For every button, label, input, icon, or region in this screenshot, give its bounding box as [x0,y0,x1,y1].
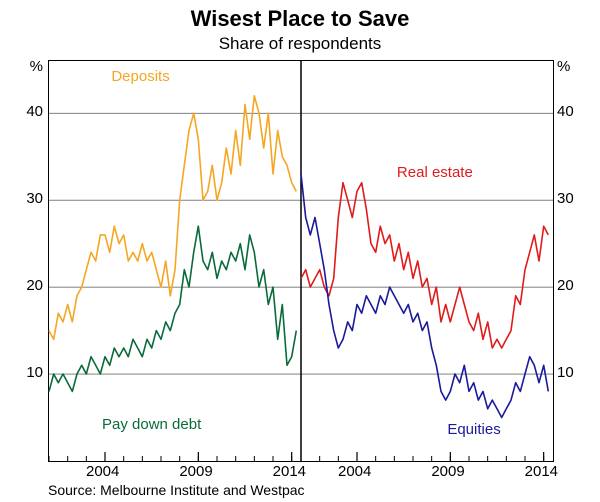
series-label-equities: Equities [447,421,500,438]
source-text: Source: Melbourne Institute and Westpac [48,482,305,498]
y-tick-label-left: 30 [26,190,43,207]
y-tick-label-left: 20 [26,277,43,294]
chart-title: Wisest Place to Save [0,6,600,32]
series-label-paydown: Pay down debt [102,416,201,433]
chart-subtitle: Share of respondents [0,34,600,54]
y-tick-label-right: 20 [557,277,574,294]
y-tick-label-right: 10 [557,364,574,381]
series-label-deposits: Deposits [111,68,169,85]
y-tick-label-left: 10 [26,364,43,381]
y-tick-label-right: 30 [557,190,574,207]
x-tick-label: 2014 [525,463,558,480]
chart-container: Wisest Place to Save Share of respondent… [0,0,600,502]
x-tick-label: 2014 [273,463,306,480]
series-label-realestate: Real estate [397,164,473,181]
x-tick-label: 2009 [179,463,212,480]
x-tick-label: 2009 [431,463,464,480]
x-tick-label: 2004 [86,463,119,480]
plot-area [48,60,554,462]
x-tick-label: 2004 [338,463,371,480]
y-tick-label-right: 40 [557,103,574,120]
y-unit-right: % [557,58,570,75]
y-tick-label-left: 40 [26,103,43,120]
y-unit-left: % [30,58,43,75]
